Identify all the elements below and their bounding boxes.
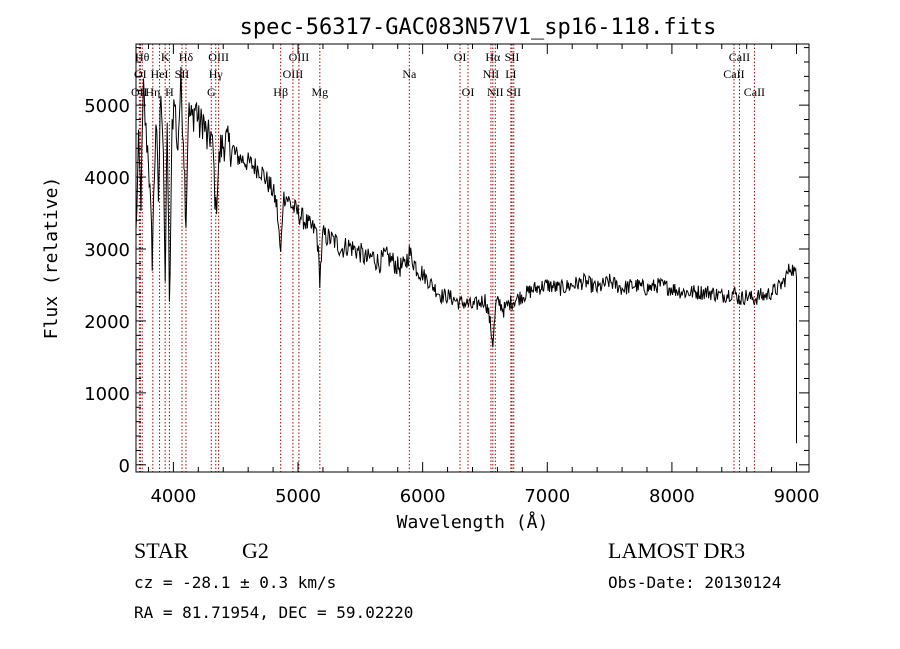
y-tick-label: 0 [119,456,130,477]
flux-series [135,66,797,444]
x-tick-label: 5000 [275,486,321,507]
spectral-line-label: K [161,50,170,64]
y-tick-label: 4000 [84,168,130,189]
spectral-line-label: CaII [729,50,750,64]
spectral-line-label: Mg [311,85,328,99]
x-tick-label: 9000 [774,486,820,507]
spectral-line-label: OI [134,67,147,81]
x-tick-label: 6000 [400,486,446,507]
spectral-line-label: CaII [723,67,744,81]
coordinates: RA = 81.71954, DEC = 59.02220 [134,603,414,622]
spectral-line-label: OIII [208,50,229,64]
spectral-line-label: Hδ [179,50,194,64]
spectral-line-label: CaII [744,85,765,99]
spectral-line-markers [138,44,755,472]
y-tick-label: 2000 [84,312,130,333]
spectral-line-label: LI [505,67,516,81]
spectral-line-label: Hη [145,85,160,99]
x-tick-label: 4000 [150,486,196,507]
spectral-line-label: Hβ [273,85,288,99]
spectral-line-label: Na [402,67,417,81]
spectral-line-label: NII [487,85,504,99]
spectral-line-label: Hα [485,50,501,64]
flux-series-layer [135,66,797,444]
object-subclass: G2 [242,538,269,563]
redshift-velocity: cz = -28.1 ± 0.3 km/s [134,573,337,592]
spectral-line-label: OIII [283,67,304,81]
survey-name: LAMOST DR3 [608,538,746,563]
spectral-line-label: G [207,85,216,99]
y-tick-label: 1000 [84,384,130,405]
spectral-line-label: NII [483,67,500,81]
x-axis-label: Wavelength (Å) [397,511,549,533]
spectral-line-label: Hθ [135,50,150,64]
axes: 4000 5000 6000 7000 8000 9000 0 1000 2000 3000 400… [84,44,819,507]
spectral-line-label: SII [175,67,190,81]
x-tick-label: 7000 [524,486,570,507]
spectral-line-label: OI [462,85,475,99]
observation-date: Obs-Date: 20130124 [608,573,782,592]
spectral-line-label: H [165,85,174,99]
y-tick-label: 5000 [84,96,130,117]
plot-frame [135,43,810,473]
object-class: STAR [134,538,189,563]
y-axis-label: Flux (relative) [41,177,62,340]
spectral-line-label: OI [454,50,467,64]
y-tick-label: 3000 [84,240,130,261]
spectral-line-label: SII [505,50,520,64]
spectral-line-label: Hγ [209,67,224,81]
x-tick-label: 8000 [649,486,695,507]
spectral-line-label: HeI [151,67,169,81]
chart-title: spec-56317-GAC083N57V1_sp16-118.fits [240,15,717,40]
spectral-line-label: SII [506,85,521,99]
spectral-line-label: OIII [289,50,310,64]
